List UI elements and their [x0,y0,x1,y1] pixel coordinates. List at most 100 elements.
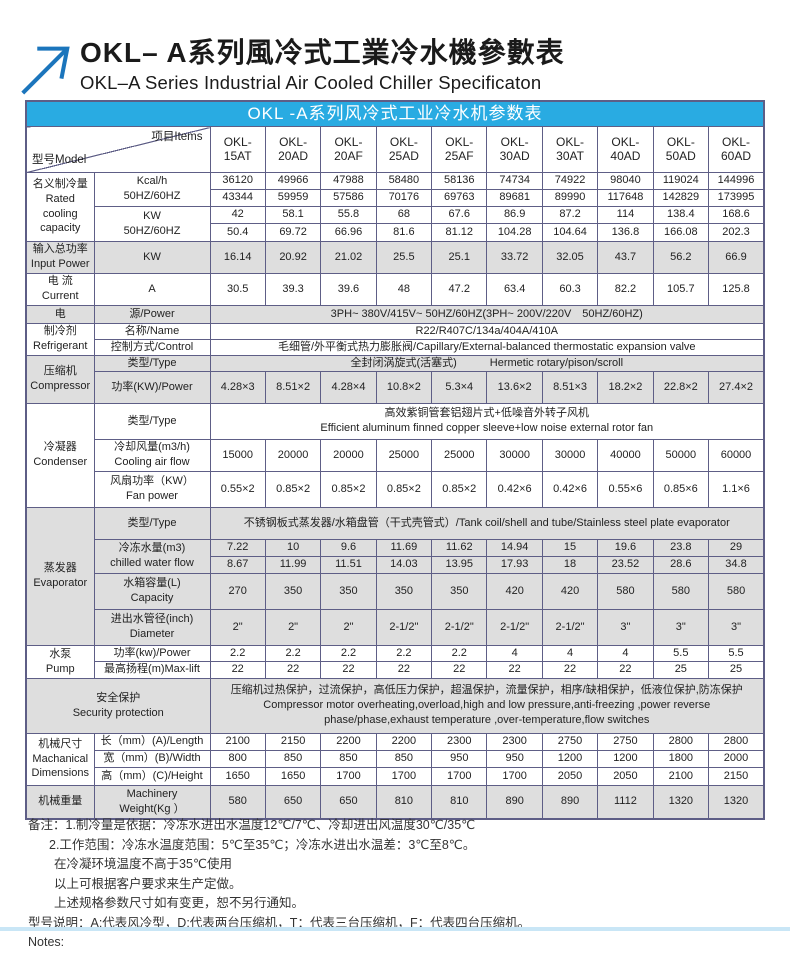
value-cell: 22 [209,660,266,679]
value-cell: 21.02 [320,240,377,274]
value-cell: 22 [375,660,433,679]
value-cell: 47.2 [431,272,488,306]
value-cell: 30000 [486,438,543,472]
value-cell: 2150 [708,766,765,786]
value-cell: 104.64 [541,222,599,242]
value-cell: 69763 [431,188,488,207]
value-cell: 2200 [375,732,433,751]
group-rated-cooling: 名义制冷量 Rated cooling capacity [25,171,95,242]
item-current: A [93,272,211,306]
model-header: OKL- 20AF [320,126,377,173]
item-refrigerant-name: 名称/Name [93,322,211,340]
value-cell: 39.6 [320,272,377,306]
value-cell: 1.1×6 [708,470,765,508]
table-row: 水泵 Pump 功率(kw)/Power 2.2 2.2 2.2 2.2 2.2 4 4 4 5… [25,644,765,679]
value-cell: 810 [431,784,488,820]
value-cell: 20.92 [264,240,322,274]
value-cell: 8.67 [209,555,266,574]
value-cell: 43.7 [597,240,654,274]
value-cell: 4 [541,644,599,662]
table-caption-row: OKL -A系列风冷式工业冷水机参数表 [25,100,765,127]
value-cell: 2100 [652,766,710,786]
group-pump: 水泵 Pump [25,644,95,679]
note-line: 在冷凝环境温度不高于35℃使用 [54,857,232,871]
value-cell: 25 [652,660,710,679]
value-cell: 20000 [264,438,322,472]
value-cell: 40000 [597,438,654,472]
value-cell: 950 [486,749,543,768]
value-cell: 1800 [652,749,710,768]
value-cell: 67.6 [431,205,488,224]
model-header: OKL- 20AD [264,126,322,173]
value-cell: 4.28×4 [320,370,377,404]
table-caption: OKL -A系列风冷式工业冷水机参数表 [25,100,765,127]
arrow-logo-icon [21,46,70,95]
value-cell: 2.2 [375,644,433,662]
value-cell: 136.8 [597,222,654,242]
value-cell: 28.6 [652,555,710,574]
table-row: 机械重量 Machinery Weight(Kg ） 580 650 650 810 8… [25,784,765,820]
note-line: 上述规格参数尺寸如有变更，恕不另行通知。 [54,896,305,910]
table-row: 机械尺寸 Machanical Dimensions 长（mm）(A)/Leng… [25,732,765,786]
table-row: 电 流 Current A 30.5 39.3 39.6 48 47.2 63.4 60.3… [25,272,765,306]
evaporator-type-value: 不锈钢板式蒸发器/水箱盘管（干式壳管式）/Tank coil/shell and… [209,506,765,540]
value-cell: 66.96 [320,222,377,242]
value-cell: 8.51×3 [541,370,599,404]
item-power-supply: 源/Power [93,304,211,324]
value-cell: 0.42×6 [486,470,543,508]
table-row: 8.67 11.99 11.51 14.03 13.95 17.93 18 23.52 28.6… [26,555,765,574]
value-cell: 2000 [708,749,765,768]
value-cell: 22 [486,660,543,679]
value-cell: 2-1/2" [486,608,543,646]
value-cell: 25.5 [375,240,433,274]
value-cell: 2200 [320,732,377,751]
value-cell: 2-1/2" [541,608,599,646]
value-cell: 60000 [708,438,765,472]
item-pump-power: 功率(kw)/Power [93,644,211,662]
value-cell: 2.2 [431,644,488,662]
value-cell: 36120 [209,171,266,190]
value-cell: 2.2 [264,644,322,662]
model-header: OKL- 15AT [209,126,266,173]
value-cell: 2" [209,608,266,646]
value-cell: 650 [320,784,377,820]
value-cell: 105.7 [652,272,710,306]
group-current: 电 流 Current [25,272,95,306]
notes-block: 备注：1.制冷量是依据：冷冻水进出水温度12℃/7℃、冷却进出风温度30℃/35… [28,816,530,953]
item-evaporator-capacity: 水箱容量(L) Capacity [93,572,211,610]
table-row: 风扇功率（KW） Fan power 0.55×2 0.85×2 0.85×2 0.8… [26,470,765,508]
value-cell: 42 [209,205,266,224]
value-cell: 23.52 [597,555,654,574]
value-cell: 18 [541,555,599,574]
table-row: 冷冻水量(m3) chilled water flow 7.22 10 9.6 11.… [26,538,765,574]
item-width: 宽（mm）(B)/Width [93,749,211,768]
value-cell: 2300 [431,732,488,751]
value-cell: 11.69 [375,538,433,557]
value-cell: 4 [486,644,543,662]
item-kw: KW 50HZ/60HZ [93,205,211,242]
value-cell: 39.3 [264,272,322,306]
value-cell: 74734 [486,171,543,190]
condenser-type-value: 高效紫铜管套铝翅片式+低噪音外转子风机 Efficient aluminum f… [209,402,765,440]
value-cell: 17.93 [486,555,543,574]
value-cell: 29 [708,538,765,557]
power-supply-value: 3PH~ 380V/415V~ 50HZ/60HZ(3PH~ 200V/220V… [209,304,765,324]
group-condenser: 冷凝器 Condenser [25,402,95,508]
value-cell: 420 [486,572,543,610]
model-header: OKL- 60AD [708,126,765,173]
value-cell: 3" [597,608,654,646]
value-cell: 14.03 [375,555,433,574]
value-cell: 4.28×3 [209,370,266,404]
table-row: 功率(KW)/Power 4.28×3 8.51×2 4.28×4 10.8×2 5.3… [26,370,765,404]
value-cell: 11.51 [320,555,377,574]
value-cell: 30.5 [209,272,266,306]
value-cell: 25000 [375,438,433,472]
value-cell: 32.05 [541,240,599,274]
value-cell: 350 [375,572,433,610]
value-cell: 7.22 [209,538,266,557]
value-cell: 1320 [708,784,765,820]
value-cell: 580 [209,784,266,820]
note-line: 型号说明：A:代表风冷型，D:代表两台压缩机，T：代表三台压缩机，F：代表四台压… [28,915,531,930]
value-cell: 25000 [431,438,488,472]
value-cell: 1700 [375,766,433,786]
